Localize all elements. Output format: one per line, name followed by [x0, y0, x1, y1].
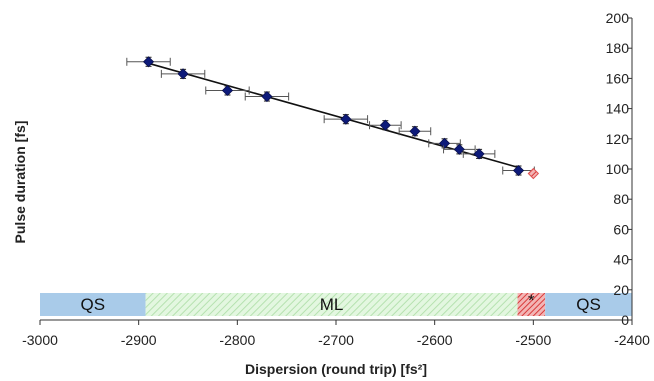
y-tick-label-3: 60 [613, 221, 629, 237]
data-point-0-9 [473, 148, 485, 160]
y-tick-label-9: 180 [606, 40, 630, 56]
data-point-0-8 [453, 143, 465, 155]
data-point-0-7 [438, 137, 451, 149]
y-tick-label-7: 140 [606, 101, 630, 117]
x-tick-label-2: -2800 [219, 332, 255, 348]
data-point-0-2 [221, 84, 234, 97]
x-tick-label-3: -2700 [318, 332, 354, 348]
y-tick-label-8: 160 [606, 70, 630, 86]
y-axis-label: Pulse duration [fs] [12, 121, 28, 244]
x-tick-label-0: -3000 [22, 332, 58, 348]
data-point-0-3 [261, 90, 273, 103]
region-label-1: ML [320, 295, 344, 314]
y-tick-label-1: 20 [613, 282, 629, 298]
data-point-0-5 [379, 119, 391, 131]
data-point-0-0 [142, 56, 155, 68]
y-tick-label-5: 100 [606, 161, 630, 177]
y-tick-label-4: 80 [613, 191, 629, 207]
region-band-0 [40, 293, 146, 316]
regime-bands: QS ML * QS [40, 291, 632, 316]
region-label-3: QS [576, 295, 601, 314]
region-label-2: * [528, 291, 535, 310]
data-point-0-1 [177, 68, 189, 80]
y-tick-label-0: 0 [621, 312, 629, 328]
region-band-3 [545, 293, 632, 316]
data-point-0-10 [512, 164, 525, 177]
y-tick-label-10: 200 [606, 10, 630, 26]
data-point-0-4 [340, 113, 352, 125]
data-points [126, 56, 540, 180]
data-point-0-6 [409, 125, 421, 137]
x-tick-label-6: -2400 [614, 332, 650, 348]
region-band-1 [145, 293, 518, 316]
y-tick-label-6: 120 [606, 131, 630, 147]
region-label-0: QS [81, 295, 106, 314]
x-axis-label: Dispersion (round trip) [fs²] [245, 361, 427, 377]
region-band-2 [517, 293, 546, 316]
x-tick-label-1: -2900 [121, 332, 157, 348]
x-tick-label-4: -2600 [417, 332, 453, 348]
data-point-1-0 [527, 167, 540, 180]
x-tick-label-5: -2500 [515, 332, 551, 348]
axes: -3000 -2900 -2800 -2700 -2600 -2500 -2400 0 20 40… [22, 10, 650, 348]
y-tick-label-2: 40 [613, 252, 629, 268]
